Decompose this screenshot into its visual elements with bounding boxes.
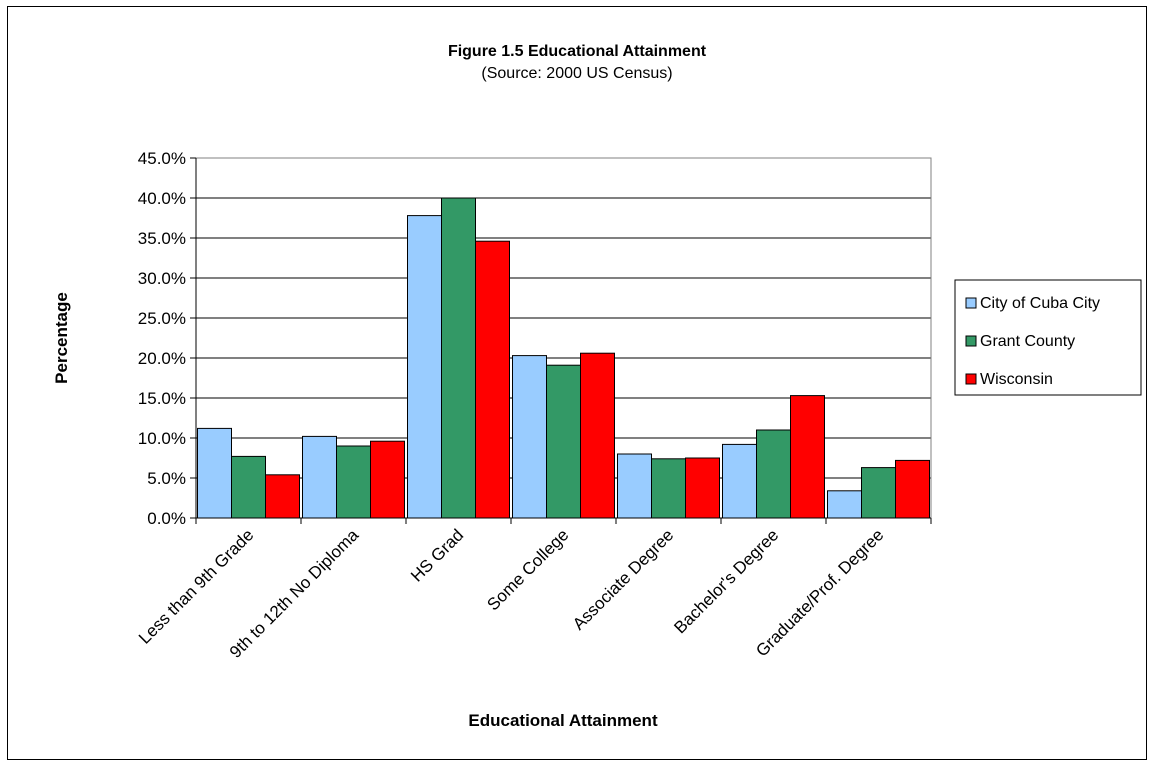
bar-grant-county [441,197,476,519]
bar-city-of-cuba-city [722,443,757,519]
bar-city-of-cuba-city [197,427,232,519]
bar-wisconsin [790,395,825,519]
y-tick-label: 30.0% [138,269,186,288]
bar-wisconsin [265,474,300,519]
bar-grant-county [651,458,686,519]
bar-grant-county [861,467,896,519]
x-tick-label: Less than 9th Grade [135,525,257,647]
y-tick-label: 25.0% [138,309,186,328]
bar-city-of-cuba-city [302,435,337,519]
y-tick-label: 5.0% [147,469,186,488]
y-tick-label: 40.0% [138,189,186,208]
bar-grant-county [756,429,791,519]
axes [190,157,932,524]
bar-wisconsin [895,459,930,519]
y-axis-title: Percentage [52,292,71,384]
bar-city-of-cuba-city [617,453,652,519]
legend-label: Grant County [980,333,1075,350]
chart-subtitle: (Source: 2000 US Census) [481,65,672,82]
legend: City of Cuba City Grant County Wisconsin [954,279,1142,396]
legend-swatch [965,297,977,309]
legend-swatch [965,373,977,385]
x-tick-label: Associate Degree [569,525,677,633]
bars [197,197,930,519]
x-tick-label: HS Grad [407,525,467,585]
bar-grant-county [546,364,581,519]
x-tick-label: Bachelor's Degree [670,525,782,637]
x-tick-label: Some College [483,525,572,614]
bar-wisconsin [370,440,405,519]
y-tick-label: 15.0% [138,389,186,408]
y-tick-labels: 0.0% 5.0% 10.0% 15.0% 20.0% 25.0% 30.0% 35.0% 40… [138,149,186,528]
bar-grant-county [231,455,266,519]
y-tick-label: 10.0% [138,429,186,448]
chart-title: Figure 1.5 Educational Attainment [448,43,707,60]
y-tick-label: 20.0% [138,349,186,368]
legend-swatch [965,335,977,347]
y-tick-label: 35.0% [138,229,186,248]
legend-label: City of Cuba City [980,295,1100,312]
bar-city-of-cuba-city [512,355,547,519]
y-tick-label: 45.0% [138,149,186,168]
bar-city-of-cuba-city [407,215,442,519]
bar-grant-county [336,445,371,519]
bar-wisconsin [685,457,720,519]
bar-wisconsin [580,352,615,519]
bar-city-of-cuba-city [827,490,862,519]
legend-box [954,279,1142,396]
bar-wisconsin [475,240,510,519]
y-tick-label: 0.0% [147,509,186,528]
x-axis-title: Educational Attainment [468,711,658,730]
legend-label: Wisconsin [980,371,1053,388]
